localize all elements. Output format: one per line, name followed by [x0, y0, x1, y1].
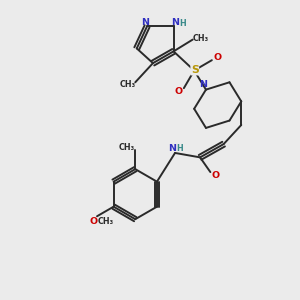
- Text: CH₃: CH₃: [118, 142, 134, 152]
- Text: O: O: [212, 170, 220, 179]
- Text: CH₃: CH₃: [120, 80, 136, 89]
- Text: H: H: [176, 144, 182, 153]
- Text: N: N: [172, 18, 180, 27]
- Text: H: H: [180, 20, 186, 28]
- Text: CH₃: CH₃: [193, 34, 209, 43]
- Text: N: N: [200, 80, 208, 89]
- Text: S: S: [191, 65, 199, 75]
- Text: N: N: [141, 18, 149, 27]
- Text: O: O: [89, 217, 98, 226]
- Text: O: O: [175, 87, 183, 96]
- Text: CH₃: CH₃: [97, 217, 113, 226]
- Text: O: O: [213, 53, 221, 62]
- Text: N: N: [168, 144, 176, 153]
